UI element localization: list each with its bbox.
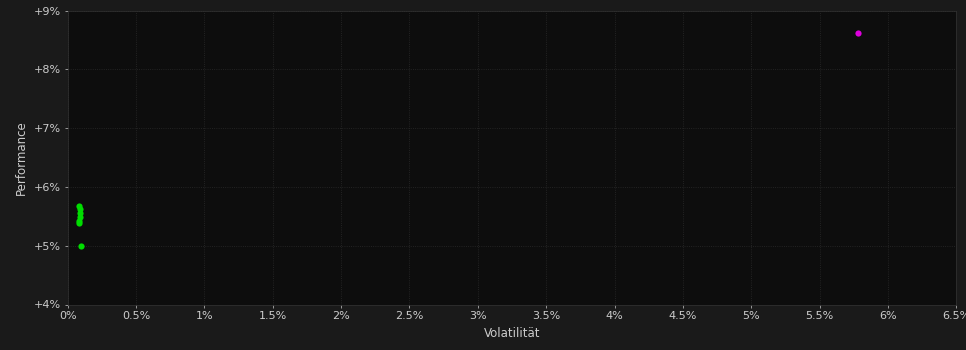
Point <box>73 243 89 248</box>
Point <box>72 211 88 216</box>
Point <box>71 218 86 224</box>
Point <box>72 206 88 212</box>
Point <box>850 30 866 36</box>
Point <box>71 203 86 209</box>
Point <box>71 220 86 226</box>
Y-axis label: Performance: Performance <box>15 120 28 195</box>
X-axis label: Volatilität: Volatilität <box>484 327 540 340</box>
Point <box>72 215 88 220</box>
